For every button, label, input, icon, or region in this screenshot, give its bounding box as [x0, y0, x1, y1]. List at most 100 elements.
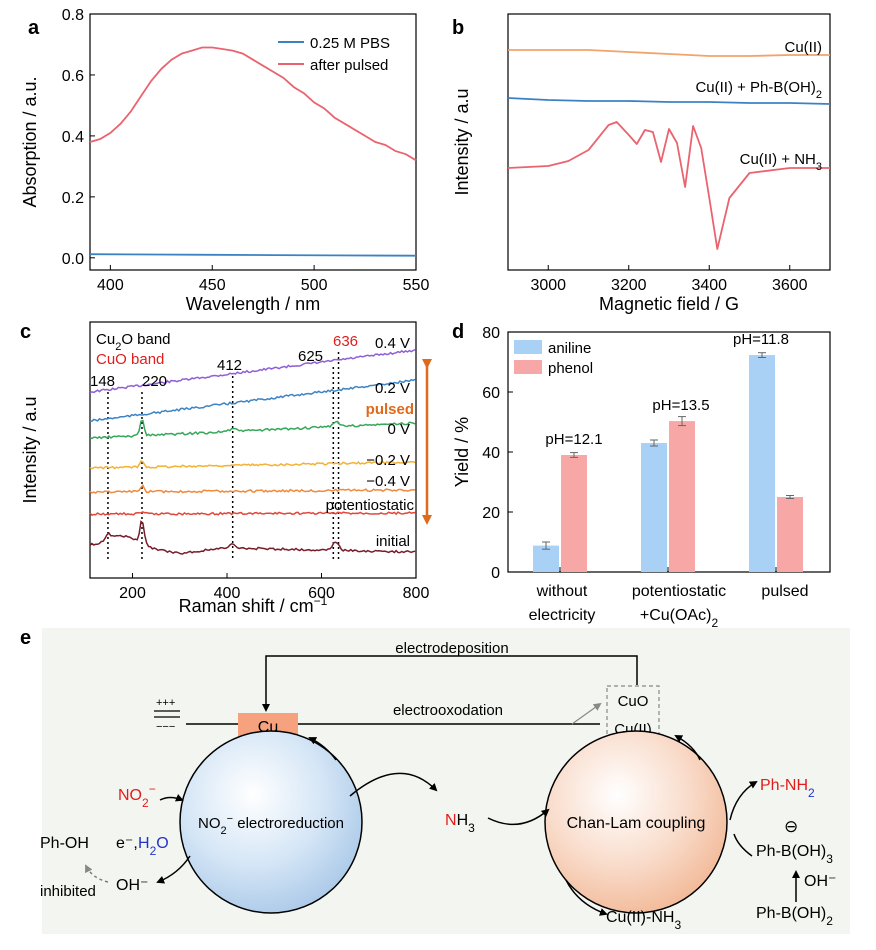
cuo-band-label: CuO band — [96, 351, 164, 368]
electrodeposition-arrow — [262, 655, 638, 712]
panel-a: a 400 450 500 550 0.0 0.2 0.4 0.6 0.8 Wavelength… — [20, 7, 429, 314]
inhibited-label: inhibited — [40, 883, 96, 900]
panel-a-xlabel: Wavelength / nm — [186, 294, 320, 314]
panel-b-ticks: 3000 3200 3400 3600 — [530, 265, 808, 294]
raman-spectrum — [89, 520, 416, 555]
panel-c-ticks: 200 400 600 800 — [119, 573, 429, 602]
band-label-412: 412 — [217, 357, 242, 374]
label-cu2-phboh2: Cu(II) + Ph-B(OH)2 — [695, 79, 822, 101]
panel-label-e: e — [20, 627, 31, 649]
series-label-m0.4v: −0.4 V — [366, 473, 410, 490]
panel-b-xlabel: Magnetic field / G — [599, 294, 739, 314]
panel-d-bars — [533, 352, 803, 572]
category-label-2a: potentiostatic — [632, 583, 726, 600]
y-tick-label: 0.8 — [62, 7, 84, 24]
x-tick-label: 3000 — [530, 277, 566, 294]
panel-d: d 0 20 40 60 80 Yield / % aniline phenol pH=… — [452, 321, 831, 630]
bar — [749, 355, 775, 572]
chan-lam-circle — [544, 730, 728, 914]
x-tick-label: 600 — [308, 585, 335, 602]
x-tick-label: 400 — [214, 585, 241, 602]
raman-spectrum — [89, 483, 416, 494]
panel-b-lines — [507, 49, 831, 250]
electroreduction-circle — [179, 730, 363, 914]
raman-spectrum — [89, 419, 416, 440]
y-tick-label: 0 — [491, 565, 500, 582]
series-label-0.2v: 0.2 V — [375, 380, 410, 397]
series-label-m0.2v: −0.2 V — [366, 452, 410, 469]
panel-label-d: d — [452, 321, 464, 343]
category-label-2b: +Cu(OAc)2 — [640, 607, 719, 630]
x-tick-label: 3400 — [691, 277, 727, 294]
cu2o-band-label: Cu2O band — [96, 331, 171, 353]
bar — [777, 497, 803, 572]
series-label-potentiostatic: potentiostatic — [326, 497, 415, 514]
raman-spectrum — [89, 460, 416, 470]
panel-a-legend: 0.25 M PBS after pulsed — [278, 35, 390, 74]
band-label-220: 220 — [142, 373, 167, 390]
panel-a-ticks: 400 450 500 550 0.0 0.2 0.4 0.6 0.8 — [62, 7, 430, 294]
category-label-1b: electricity — [529, 607, 596, 624]
series-line — [507, 121, 830, 250]
legend-swatch-phenol — [514, 360, 542, 374]
panel-label-b: b — [452, 17, 464, 39]
panel-b: b 3000 3200 3400 3600 Magnetic field / G In… — [452, 13, 831, 314]
series-label-0.4v: 0.4 V — [375, 335, 410, 352]
y-tick-label: 0.4 — [62, 129, 84, 146]
battery-plus: +++ — [156, 697, 175, 709]
nh3-transfer-arrow — [349, 772, 438, 797]
raman-spectrum — [89, 511, 416, 516]
panel-a-frame — [89, 13, 417, 271]
y-tick-label: 0.0 — [62, 251, 84, 268]
x-tick-label: 550 — [403, 277, 430, 294]
electrooxidation-arrow — [571, 702, 602, 725]
y-tick-label: 40 — [482, 445, 500, 462]
panel-d-ylabel: Yield / % — [452, 417, 472, 487]
panel-b-ylabel: Intensity / a.u — [452, 88, 472, 195]
y-tick-label: 0.6 — [62, 68, 84, 85]
hydroxide-right: OH⁻ — [804, 873, 836, 890]
hydroxide-left: OH⁻ — [116, 877, 148, 894]
x-tick-label: 3200 — [611, 277, 647, 294]
raman-spectrum — [89, 378, 416, 422]
bar — [561, 455, 587, 572]
legend-label-phenol: phenol — [548, 360, 593, 377]
series-label-initial: initial — [376, 533, 410, 550]
panel-e: e electrodeposition electrooxodation +++… — [20, 627, 850, 934]
series-line — [507, 97, 831, 105]
category-label-3: pulsed — [761, 583, 808, 600]
x-tick-label: 800 — [403, 585, 430, 602]
raman-spectrum — [89, 348, 416, 394]
pulsed-label: pulsed — [366, 401, 414, 418]
panel-c-ylabel: Intensity / a.u — [20, 396, 40, 503]
label-cu2: Cu(II) — [785, 39, 823, 56]
phoh-label: Ph-OH — [40, 835, 89, 852]
y-tick-label: 80 — [482, 325, 500, 342]
battery-minus: −−− — [156, 721, 175, 733]
legend-swatch-aniline — [514, 340, 542, 354]
panel-c-xlabel: Raman shift / cm−1 — [179, 594, 328, 616]
y-tick-label: 20 — [482, 505, 500, 522]
bar — [533, 545, 559, 572]
y-tick-label: 0.2 — [62, 190, 84, 207]
legend-label-pbs: 0.25 M PBS — [310, 35, 390, 52]
coupling-cycle-arrow — [674, 735, 701, 761]
series-line — [508, 49, 830, 57]
cuo-label: CuO — [618, 693, 649, 710]
no2-in-arrow — [159, 794, 184, 802]
panel-c-spectra — [89, 348, 416, 555]
x-tick-label: 400 — [97, 277, 124, 294]
panel-c-frame — [89, 321, 417, 579]
band-label-625: 625 — [298, 348, 323, 365]
inhibited-arrow — [85, 864, 109, 883]
series-line — [89, 253, 417, 257]
panel-a-ylabel: Absorption / a.u. — [20, 76, 40, 207]
oh-out-arrow — [156, 855, 191, 884]
label-cu2-nh3: Cu(II) + NH3 — [740, 151, 822, 173]
ph-label-3: pH=11.8 — [733, 331, 789, 348]
band-label-148: 148 — [90, 373, 115, 390]
phnh2-out-arrow — [729, 780, 758, 821]
x-tick-label: 450 — [199, 277, 226, 294]
panel-c: c 200 400 600 800 Cu2O band CuO band 148 22… — [20, 321, 429, 616]
band-label-636: 636 — [333, 333, 358, 350]
